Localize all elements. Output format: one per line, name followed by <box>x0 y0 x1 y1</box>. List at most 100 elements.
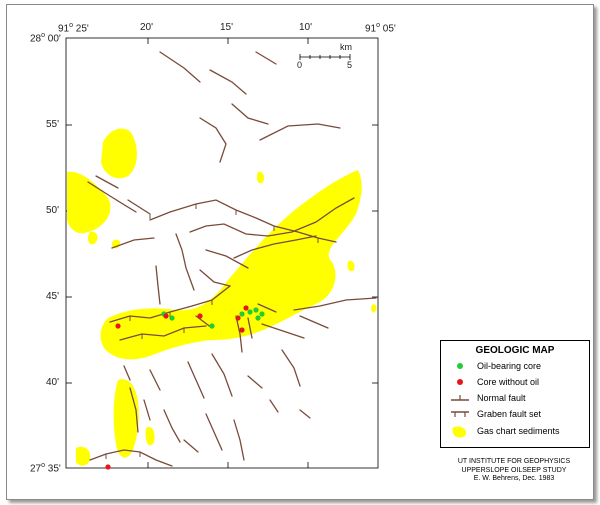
normal-fault <box>211 353 233 397</box>
green-dot-icon <box>449 360 471 372</box>
normal-fault <box>261 323 305 339</box>
legend-item-dry-core: Core without oil <box>449 375 539 389</box>
normal-fault <box>269 399 279 413</box>
normal-fault <box>205 249 249 269</box>
normal-fault <box>129 387 139 433</box>
lat-label-45: 45' <box>46 291 60 302</box>
scale-start: 0 <box>297 60 303 70</box>
sediment-area <box>87 231 98 245</box>
oil-bearing-core <box>259 311 265 317</box>
normal-fault <box>175 233 195 291</box>
normal-fault <box>293 297 377 311</box>
normal-fault <box>87 181 137 213</box>
oil-bearing-core <box>169 315 175 321</box>
normal-fault <box>259 123 341 141</box>
sediment-area <box>101 128 137 179</box>
sediment-area <box>67 171 111 234</box>
lat-label-55: 55' <box>46 119 60 130</box>
lon-label-10: 10' <box>299 22 313 33</box>
credit-author: E. W. Behrens, Dec. 1983 <box>473 475 555 482</box>
legend-label: Core without oil <box>477 377 540 387</box>
normal-fault <box>209 69 247 95</box>
core-without-oil <box>243 305 249 311</box>
fault-ticks <box>105 204 319 459</box>
core-without-oil <box>115 323 121 329</box>
lon-label-20: 20' <box>140 22 154 33</box>
sediment-area <box>347 260 355 272</box>
lon-label-91-25: 91o 25' <box>58 22 89 35</box>
normal-fault <box>89 449 173 467</box>
normal-fault <box>247 375 263 389</box>
sediment-area <box>371 304 377 313</box>
normal-fault <box>119 325 207 341</box>
gas-sediment-areas <box>67 128 377 466</box>
core-without-oil <box>239 327 245 333</box>
normal-fault <box>199 269 231 287</box>
legend-item-normal-fault: Normal fault <box>449 391 526 405</box>
normal-fault <box>199 117 227 163</box>
normal-fault <box>233 419 245 461</box>
lat-label-40: 40' <box>46 377 60 388</box>
legend-label: Normal fault <box>477 393 526 403</box>
graben-fault-icon <box>449 408 471 420</box>
normal-fault <box>257 303 277 313</box>
normal-fault <box>189 197 355 237</box>
oil-bearing-core <box>247 309 253 315</box>
normal-fault <box>149 369 161 391</box>
normal-fault <box>127 199 151 215</box>
oil-bearing-core <box>209 323 215 329</box>
normal-fault <box>143 399 151 421</box>
legend-title: GEOLOGIC MAP <box>475 345 555 356</box>
legend-item-oil-core: Oil-bearing core <box>449 359 541 373</box>
core-without-oil <box>235 315 241 321</box>
normal-fault <box>111 237 155 249</box>
normal-fault <box>299 409 311 419</box>
gas-sediment-icon <box>449 425 471 438</box>
normal-fault <box>231 103 269 125</box>
normal-fault-icon <box>449 392 471 404</box>
sediment-area <box>145 426 155 446</box>
normal-fault <box>183 439 199 453</box>
normal-fault <box>95 175 119 189</box>
normal-fault <box>299 315 329 329</box>
credit-institute: UT INSTITUTE FOR GEOPHYSICS <box>457 458 571 465</box>
scale-bar <box>299 54 351 60</box>
legend-item-gas-sediment: Gas chart sediments <box>449 424 560 438</box>
normal-fault <box>123 365 131 381</box>
normal-fault <box>233 235 317 259</box>
legend-label: Graben fault set <box>477 409 542 419</box>
lat-label-27-35: 27o 35' <box>30 462 61 475</box>
oil-bearing-core <box>253 307 259 313</box>
core-without-oil <box>197 313 203 319</box>
scale-unit: km <box>340 42 352 52</box>
scale-end: 5 <box>347 60 353 70</box>
normal-fault <box>255 51 277 65</box>
legend-label: Oil-bearing core <box>477 361 542 371</box>
oil-bearing-core <box>239 311 245 317</box>
core-sites <box>105 305 265 470</box>
core-without-oil <box>105 464 111 470</box>
normal-fault <box>205 413 223 451</box>
normal-fault <box>247 317 253 339</box>
lon-label-91-05: 91o 05' <box>365 22 396 35</box>
core-without-oil <box>163 313 169 319</box>
credit-study: UPPERSLOPE OILSEEP STUDY <box>461 466 567 474</box>
normal-fault <box>187 361 205 399</box>
normal-fault <box>159 51 201 83</box>
sediment-area <box>113 379 139 458</box>
lon-label-15: 15' <box>220 22 234 33</box>
lat-label-28-00: 28o 00' <box>30 32 61 45</box>
oil-bearing-core <box>255 315 261 321</box>
legend-label: Gas chart sediments <box>477 426 560 436</box>
legend-item-graben-fault: Graben fault set <box>449 407 541 421</box>
fault-lines <box>87 51 377 467</box>
sediment-area <box>76 446 91 466</box>
map-credit: UT INSTITUTE FOR GEOPHYSICS UPPERSLOPE O… <box>436 458 592 484</box>
map-legend: GEOLOGIC MAP Oil-bearing core Core witho… <box>440 340 590 448</box>
map-border <box>65 37 379 469</box>
sediment-area <box>256 171 265 184</box>
normal-fault <box>281 349 301 387</box>
lat-label-50: 50' <box>46 205 60 216</box>
normal-fault <box>163 409 181 443</box>
